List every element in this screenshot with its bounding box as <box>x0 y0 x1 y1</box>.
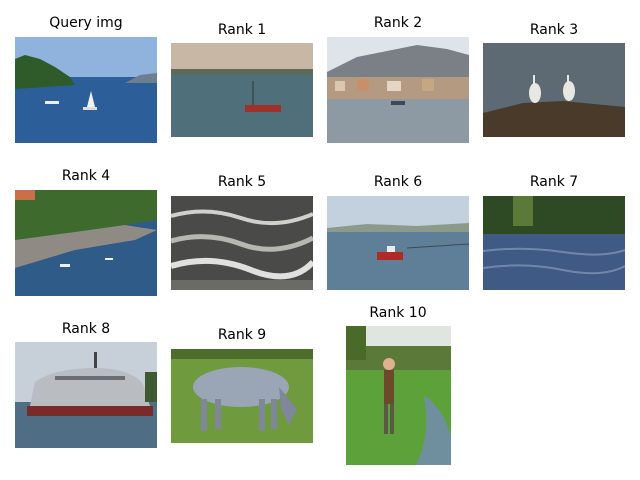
rank-7-title: Rank 7 <box>529 174 579 190</box>
query-title: Query img <box>49 15 123 31</box>
rank-10-title: Rank 10 <box>369 305 427 321</box>
rank-9-title: Rank 9 <box>217 327 267 343</box>
rank-1-title: Rank 1 <box>217 22 267 38</box>
rank-6-title: Rank 6 <box>373 174 423 190</box>
rank-5-image <box>171 196 313 290</box>
rank-3-title: Rank 3 <box>529 22 579 38</box>
rank-6-image <box>327 196 469 290</box>
rank-3-image <box>483 43 625 137</box>
rank-7-image <box>483 196 625 290</box>
rank-4-image <box>15 190 157 296</box>
rank-1-image <box>171 43 313 137</box>
rank-2-title: Rank 2 <box>373 15 423 31</box>
rank-4-title: Rank 4 <box>61 168 111 184</box>
rank-5-title: Rank 5 <box>217 174 267 190</box>
rank-2-image <box>327 37 469 143</box>
rank-8-title: Rank 8 <box>61 321 111 337</box>
rank-9-image <box>171 349 313 443</box>
query-image <box>15 37 157 143</box>
rank-8-image <box>15 342 157 448</box>
rank-10-image <box>346 326 451 465</box>
